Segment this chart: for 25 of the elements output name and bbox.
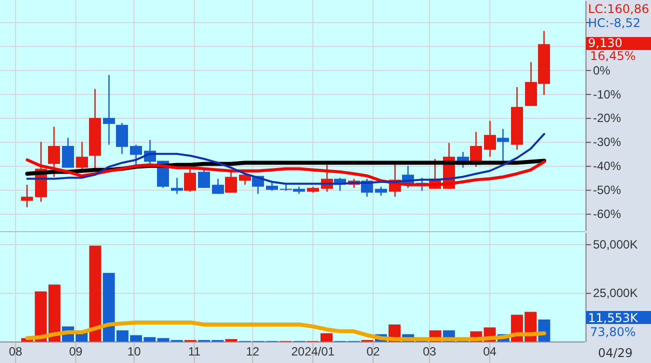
text: 04/29 (598, 346, 633, 360)
x-tick-label: 04 (483, 344, 497, 359)
y-tick-label: 0% (593, 63, 611, 78)
text: 9,130 (588, 36, 622, 50)
y-tick-label: -30% (593, 135, 622, 150)
x-tick-label: 09 (69, 344, 83, 359)
x-tick-label: 02 (366, 344, 380, 359)
text: 16,45% (590, 49, 636, 63)
y-tick-label: -20% (593, 111, 622, 126)
x-tick-label: 08 (8, 344, 23, 359)
x-tick-label: 10 (127, 344, 142, 359)
text: 11,553K (588, 311, 639, 325)
x-tick-label: 2024/01 (291, 344, 335, 359)
y-tick-label: -10% (593, 87, 622, 102)
y-tick-label: -60% (593, 207, 622, 222)
text: HC:-8,52 (588, 16, 640, 30)
y-tick-label: -50% (593, 183, 622, 198)
y-tick-label: -40% (593, 159, 622, 174)
x-tick-label: 11 (188, 344, 201, 359)
text: 73,80% (590, 325, 636, 339)
x-tick-label: 12 (246, 344, 260, 359)
text: LC:160,86 (588, 2, 650, 16)
x-tick-label: 03 (422, 344, 437, 359)
y-tick-label: 25,000K (593, 286, 638, 300)
y-tick-label: 50,000K (593, 238, 638, 252)
